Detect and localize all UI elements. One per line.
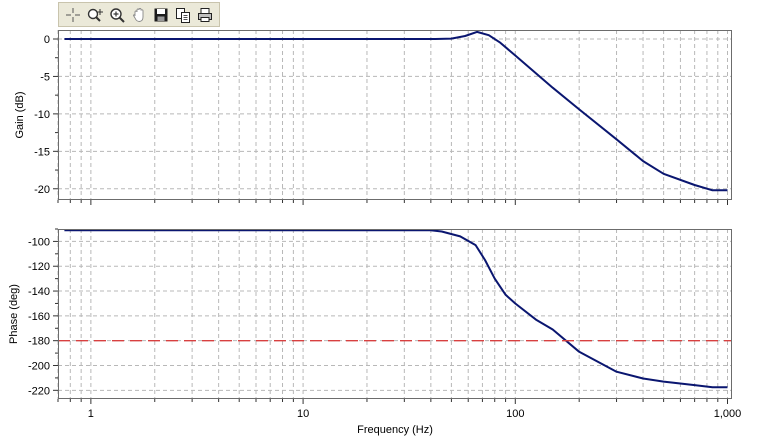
printer-icon bbox=[198, 7, 212, 22]
x-tick-label: 10 bbox=[297, 408, 309, 420]
floppy-disk-icon bbox=[154, 8, 168, 21]
print-button[interactable] bbox=[194, 5, 216, 25]
zoom-axis-icon bbox=[87, 8, 103, 22]
y-tick-label: 0 bbox=[44, 34, 50, 46]
y-tick-label: -200 bbox=[28, 360, 50, 372]
y-tick-label: -20 bbox=[34, 184, 50, 196]
plot-area bbox=[58, 30, 732, 200]
pan-button[interactable] bbox=[128, 5, 150, 25]
y-tick-label: -120 bbox=[28, 261, 50, 273]
x-tick-label: 100 bbox=[506, 408, 524, 420]
y-tick-label: -5 bbox=[40, 71, 50, 83]
phase-plot: -100 -120 -140 -160 -180 -200 -220 1 10 100 1,000 P… bbox=[8, 228, 742, 436]
y-axis-label: Phase (deg) bbox=[8, 284, 20, 344]
crosshair-icon bbox=[66, 7, 80, 22]
magnifier-icon bbox=[110, 7, 125, 23]
gain-plot: 0 -5 -10 -15 -20 Gain (dB) bbox=[14, 30, 732, 205]
zoom-button[interactable] bbox=[106, 5, 128, 25]
y-tick-label: -180 bbox=[28, 336, 50, 348]
zoom-axis-button[interactable] bbox=[84, 5, 106, 25]
plot-frame bbox=[58, 229, 732, 399]
series-line bbox=[64, 30, 728, 192]
y-tick-label: -15 bbox=[34, 146, 50, 158]
copy-icon bbox=[176, 7, 190, 23]
y-axis-label: Gain (dB) bbox=[14, 91, 26, 138]
chart-toolbar bbox=[58, 2, 220, 27]
x-tick-label: 1,000 bbox=[714, 408, 742, 420]
y-tick-label: -140 bbox=[28, 286, 50, 298]
y-tick-label: -10 bbox=[34, 109, 50, 121]
save-button[interactable] bbox=[150, 5, 172, 25]
plot-frame bbox=[58, 30, 732, 200]
y-tick-label: -160 bbox=[28, 311, 50, 323]
x-tick-label: 1 bbox=[88, 408, 94, 420]
copy-button[interactable] bbox=[172, 5, 194, 25]
series-line bbox=[64, 229, 728, 389]
x-axis-label: Frequency (Hz) bbox=[357, 424, 433, 436]
plot-area bbox=[58, 229, 732, 399]
y-tick-label: -100 bbox=[28, 236, 50, 248]
pointer-tool-button[interactable] bbox=[62, 5, 84, 25]
y-tick-label: -220 bbox=[28, 385, 50, 397]
hand-icon bbox=[133, 7, 144, 22]
